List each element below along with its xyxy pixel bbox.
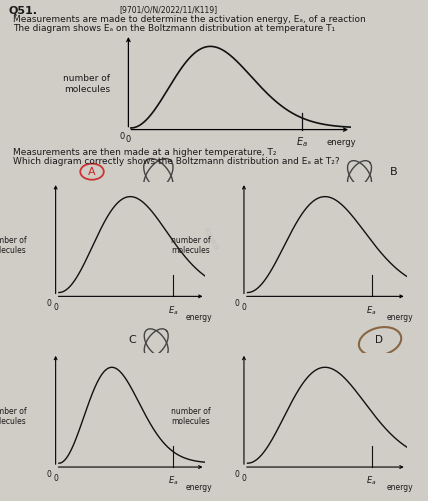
Text: energy: energy bbox=[186, 312, 212, 321]
Text: 0: 0 bbox=[126, 134, 131, 143]
Text: 0: 0 bbox=[235, 299, 240, 308]
Text: The diagram shows Eₐ on the Boltzmann distribution at temperature T₁: The diagram shows Eₐ on the Boltzmann di… bbox=[13, 24, 335, 33]
Text: Q51.: Q51. bbox=[9, 5, 38, 15]
Text: 0: 0 bbox=[53, 303, 58, 312]
Text: number of
molecules: number of molecules bbox=[0, 406, 27, 425]
Text: number of
molecules: number of molecules bbox=[171, 235, 211, 255]
Text: 0: 0 bbox=[120, 132, 125, 141]
Text: D: D bbox=[375, 334, 383, 344]
Text: 0: 0 bbox=[47, 469, 52, 478]
Text: $E_a$: $E_a$ bbox=[168, 304, 178, 316]
Text: number of
molecules: number of molecules bbox=[63, 74, 110, 94]
Text: C: C bbox=[129, 334, 137, 344]
Text: 0: 0 bbox=[235, 469, 240, 478]
Text: 0: 0 bbox=[241, 473, 247, 482]
Text: Which diagram correctly shows the Boltzmann distribution and Eₐ at T₂?: Which diagram correctly shows the Boltzm… bbox=[13, 157, 339, 166]
Text: [9701/O/N/2022/11/K119]: [9701/O/N/2022/11/K119] bbox=[120, 5, 218, 14]
Text: $E_a$: $E_a$ bbox=[168, 474, 178, 486]
Text: energy: energy bbox=[386, 312, 413, 321]
Text: energy: energy bbox=[386, 482, 413, 491]
Text: number of
molecules: number of molecules bbox=[0, 235, 27, 255]
Text: Measurements are made to determine the activation energy, Eₐ, of a reaction: Measurements are made to determine the a… bbox=[13, 15, 366, 24]
Text: Sir. Anwa
-Hac,: Sir. Anwa -Hac, bbox=[182, 210, 220, 256]
Text: 0: 0 bbox=[53, 473, 58, 482]
Text: 0: 0 bbox=[47, 299, 52, 308]
Text: energy: energy bbox=[327, 138, 356, 147]
Text: $E_a$: $E_a$ bbox=[366, 474, 377, 486]
Text: 0: 0 bbox=[241, 303, 247, 312]
Text: B: B bbox=[390, 166, 398, 176]
Text: energy: energy bbox=[186, 482, 212, 491]
Text: $E_a$: $E_a$ bbox=[296, 135, 308, 149]
Text: number of
molecules: number of molecules bbox=[171, 406, 211, 425]
Text: $E_a$: $E_a$ bbox=[366, 304, 377, 316]
Text: Measurements are then made at a higher temperature, T₂: Measurements are then made at a higher t… bbox=[13, 148, 276, 157]
Text: A: A bbox=[88, 166, 96, 176]
